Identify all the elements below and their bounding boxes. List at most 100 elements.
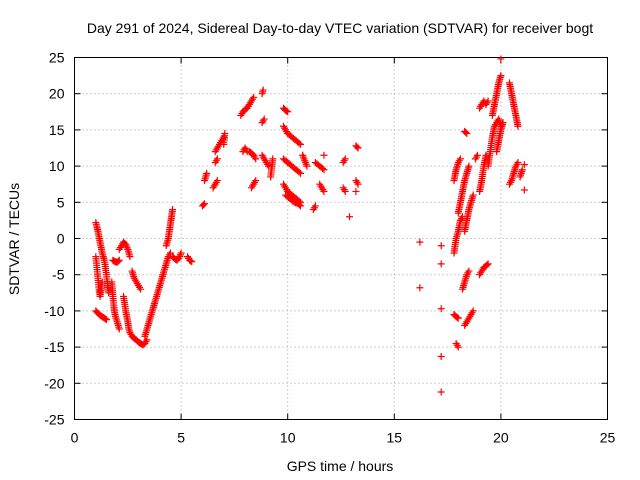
gridlines — [74, 57, 608, 420]
data-point — [463, 130, 471, 138]
data-point — [259, 86, 267, 94]
data-point — [346, 213, 354, 221]
data-point — [176, 251, 184, 259]
data-point — [465, 162, 473, 170]
data-point — [352, 187, 360, 195]
data-point — [176, 252, 184, 260]
y-tick-label: 5 — [57, 194, 65, 210]
data-point — [252, 177, 260, 185]
data-point — [416, 238, 424, 246]
data-point — [416, 284, 424, 292]
data-point — [437, 242, 445, 250]
x-tick-label: 0 — [71, 430, 79, 446]
data-point — [166, 249, 174, 257]
data-point — [320, 187, 328, 195]
x-axis-label: GPS time / hours — [287, 458, 394, 474]
data-point — [341, 155, 349, 163]
data-point — [295, 168, 303, 176]
y-tick-label: 25 — [49, 50, 65, 66]
data-point — [520, 161, 528, 169]
y-axis-label: SDTVAR / TECUs — [6, 183, 22, 295]
data-point — [514, 158, 522, 166]
data-point — [484, 260, 492, 268]
data-point — [437, 353, 445, 361]
x-tick-label: 5 — [177, 430, 185, 446]
data-point — [213, 177, 221, 185]
data-point — [296, 169, 304, 177]
data-point — [454, 314, 462, 322]
data-point — [499, 119, 507, 127]
data-point — [296, 140, 304, 148]
data-point — [483, 261, 491, 269]
data-point — [341, 187, 349, 195]
y-tick-label: 15 — [49, 122, 65, 138]
y-tick-label: -25 — [44, 412, 64, 428]
data-point — [497, 72, 505, 80]
data-point — [465, 267, 473, 275]
data-point — [454, 343, 462, 351]
data-point — [319, 165, 327, 173]
data-point — [169, 206, 177, 214]
data-point — [267, 173, 275, 181]
chart-title: Day 291 of 2024, Sidereal Day-to-day VTE… — [87, 20, 593, 36]
data-points — [92, 55, 528, 396]
data-point — [353, 143, 361, 151]
data-point — [123, 244, 131, 252]
data-point — [203, 169, 211, 177]
data-point — [484, 97, 492, 105]
x-tick-label: 20 — [493, 430, 509, 446]
y-tick-label: 20 — [49, 86, 65, 102]
data-point — [115, 256, 123, 264]
data-point — [295, 139, 303, 147]
x-axis-ticks: 0 5 10 15 20 25 — [71, 57, 616, 446]
data-point — [520, 186, 528, 194]
y-axis-ticks: -25 -20 -15 -10 -5 0 5 10 15 20 25 — [44, 50, 608, 428]
data-point — [187, 257, 195, 265]
x-tick-label: 25 — [600, 430, 616, 446]
data-point — [126, 253, 134, 261]
y-tick-label: -15 — [44, 339, 64, 355]
data-point — [283, 107, 291, 115]
data-point — [518, 166, 526, 174]
data-point — [188, 258, 196, 266]
data-point — [320, 166, 328, 174]
data-point — [437, 260, 445, 268]
data-point — [514, 122, 522, 130]
data-point — [295, 201, 303, 209]
data-point — [250, 93, 258, 101]
data-point — [143, 336, 151, 344]
data-point — [303, 162, 311, 170]
data-point — [462, 128, 470, 136]
data-point — [453, 313, 461, 321]
data-point — [456, 155, 464, 163]
data-point — [115, 325, 123, 333]
data-point — [201, 200, 209, 208]
data-point — [469, 307, 477, 315]
y-tick-label: 10 — [49, 158, 65, 174]
data-point — [437, 305, 445, 313]
data-point — [98, 278, 106, 286]
data-point — [213, 155, 221, 163]
y-tick-label: -5 — [52, 267, 65, 283]
data-point — [497, 55, 505, 63]
data-point — [114, 257, 122, 265]
data-point — [102, 316, 110, 324]
data-point — [284, 108, 292, 116]
data-point — [296, 202, 304, 210]
data-point — [354, 144, 362, 152]
data-point — [473, 151, 481, 159]
data-point — [137, 285, 145, 293]
data-point — [199, 201, 207, 209]
data-point — [122, 242, 130, 250]
y-tick-label: -20 — [44, 375, 64, 391]
data-point — [101, 315, 109, 323]
data-point — [221, 130, 229, 138]
y-tick-label: -10 — [44, 303, 64, 319]
data-point — [437, 388, 445, 396]
x-tick-label: 15 — [387, 430, 403, 446]
data-point — [177, 249, 185, 257]
data-point — [320, 151, 328, 159]
data-point — [260, 115, 268, 123]
